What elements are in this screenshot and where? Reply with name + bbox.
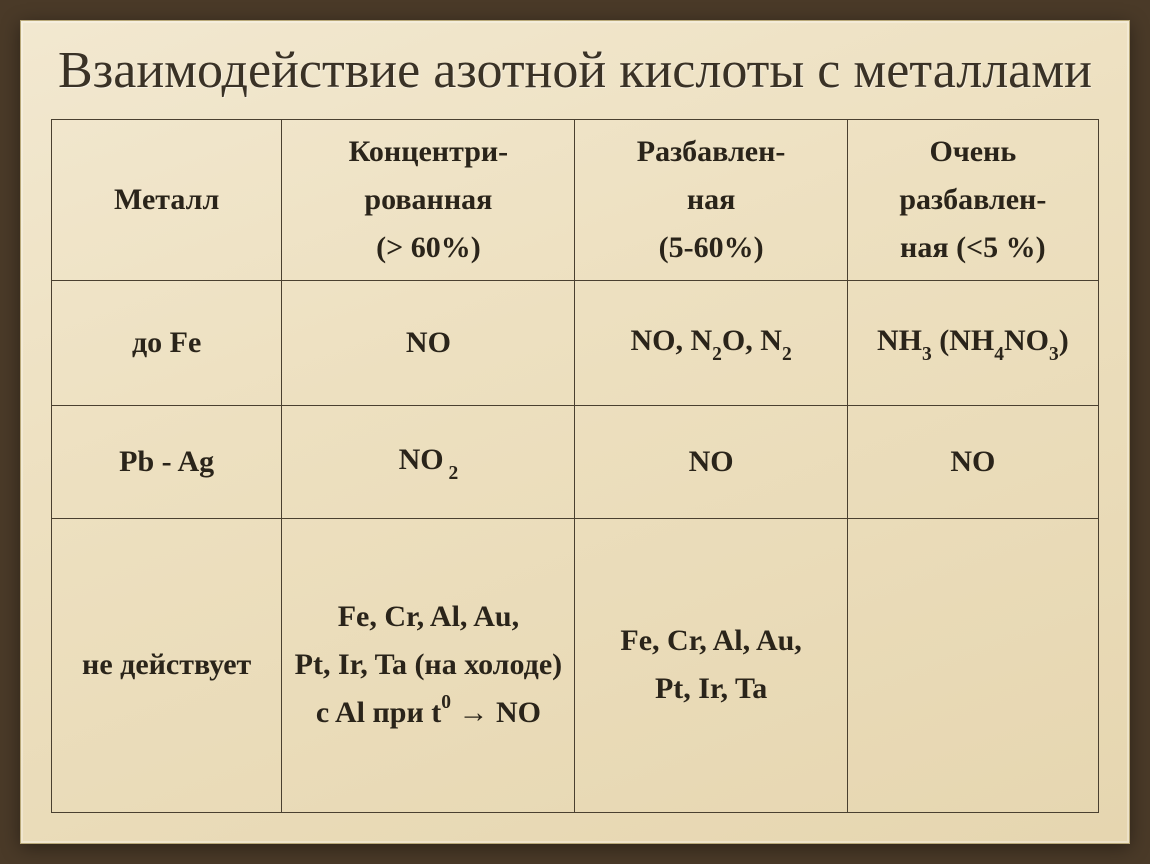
cell-dilute: Fe, Cr, Al, Au, Pt, Ir, Ta — [575, 518, 847, 812]
formula-sub: 3 — [1049, 344, 1059, 365]
reaction-table: Металл Концентри- рованная (> 60%) Разба… — [51, 119, 1099, 813]
formula-sub: 2 — [444, 463, 459, 484]
cell-line: Fe, Cr, Al, Au, — [620, 624, 801, 657]
slide: Взаимодействие азотной кислоты с металла… — [20, 20, 1130, 844]
header-dilute: Разбавлен- ная (5-60%) — [575, 119, 847, 280]
formula-sub: 2 — [782, 344, 792, 365]
formula-text: NH — [877, 324, 922, 357]
table-row: не действует Fe, Cr, Al, Au, Pt, Ir, Ta … — [52, 518, 1099, 812]
formula-sub: 3 — [922, 344, 932, 365]
formula-text: NO — [399, 443, 444, 476]
header-label: Разбавлен- — [637, 135, 786, 168]
header-label: (5-60%) — [659, 231, 764, 264]
cell-conc: NO 2 — [282, 406, 575, 518]
table-row: до Fe NO NO, N2O, N2 NH3 (NH4NO3) — [52, 280, 1099, 406]
cell-dilute: NO, N2O, N2 — [575, 280, 847, 406]
header-label: Металл — [114, 183, 219, 216]
header-very-dilute: Очень разбавлен- ная (<5 %) — [847, 119, 1098, 280]
cell-metal: не действует — [52, 518, 282, 812]
cell-vdilute: NH3 (NH4NO3) — [847, 280, 1098, 406]
cell-line: c Al при t — [316, 696, 441, 729]
header-label: Очень — [929, 135, 1016, 168]
header-label: (> 60%) — [376, 231, 481, 264]
header-label: разбавлен- — [899, 183, 1046, 216]
formula-text: N — [691, 324, 713, 357]
cell-conc: NO — [282, 280, 575, 406]
header-label: Концентри- — [349, 135, 509, 168]
header-metal: Металл — [52, 119, 282, 280]
table-row: Pb - Ag NO 2 NO NO — [52, 406, 1099, 518]
formula-text: ) — [1059, 324, 1069, 357]
formula-text: NO, — [631, 324, 691, 357]
formula-text: NO — [1004, 324, 1049, 357]
header-concentrated: Концентри- рованная (> 60%) — [282, 119, 575, 280]
cell-metal: Pb - Ag — [52, 406, 282, 518]
cell-dilute: NO — [575, 406, 847, 518]
header-label: ная — [687, 183, 736, 216]
formula-sup: 0 — [441, 692, 451, 713]
formula-text: N — [760, 324, 782, 357]
cell-vdilute: NO — [847, 406, 1098, 518]
header-label: рованная — [364, 183, 492, 216]
cell-line: Pt, Ir, Ta — [655, 672, 767, 705]
cell-line: Pt, Ir, Ta (на холоде) — [295, 648, 562, 681]
formula-sub: 2 — [712, 344, 722, 365]
formula-sub: 4 — [994, 344, 1004, 365]
cell-line: Fe, Cr, Al, Au, — [338, 600, 519, 633]
slide-title: Взаимодействие азотной кислоты с металла… — [51, 41, 1099, 101]
cell-metal: до Fe — [52, 280, 282, 406]
header-row: Металл Концентри- рованная (> 60%) Разба… — [52, 119, 1099, 280]
cell-conc: Fe, Cr, Al, Au, Pt, Ir, Ta (на холоде) c… — [282, 518, 575, 812]
cell-vdilute — [847, 518, 1098, 812]
header-label: ная (<5 %) — [900, 231, 1046, 264]
formula-text: (NH — [932, 324, 995, 357]
cell-line: → NO — [451, 696, 541, 729]
formula-text: O, — [722, 324, 760, 357]
